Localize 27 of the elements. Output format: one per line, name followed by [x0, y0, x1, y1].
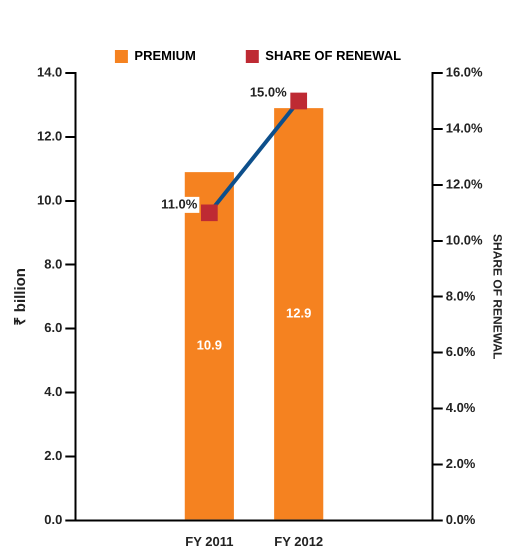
legend-label: PREMIUM [134, 48, 196, 64]
y-tick-label: 10.0 [36, 192, 62, 208]
y2-tick-label: 2.0% [446, 456, 476, 472]
legend-label: SHARE OF RENEWAL [265, 48, 402, 64]
y-tick-label: 6.0 [44, 320, 62, 336]
x-tick-label: FY 2012 [274, 534, 324, 549]
data-label: 15.0% [250, 84, 288, 100]
y-axis-title: ₹ billion [12, 268, 30, 326]
data-label: 10.9 [196, 337, 222, 352]
y2-tick-label: 6.0% [446, 344, 476, 360]
y2-tick-label: 4.0% [446, 400, 476, 416]
data-label: 12.9 [286, 305, 312, 320]
y-tick-label: 14.0 [36, 64, 62, 80]
y-tick-label: 8.0 [44, 256, 62, 272]
y2-axis-title: SHARE OF RENEWAL [490, 234, 504, 360]
y-tick-label: 12.0 [36, 128, 62, 144]
y2-tick-label: 12.0% [446, 176, 484, 192]
y2-tick-label: 16.0% [446, 64, 484, 80]
y-tick-label: 4.0 [44, 384, 62, 400]
y2-tick-label: 0.0% [446, 512, 476, 527]
y2-tick-label: 10.0% [446, 232, 484, 248]
y-tick-label: 2.0 [44, 448, 62, 464]
y2-tick-label: 14.0% [446, 120, 484, 136]
x-tick-label: FY 2011 [185, 534, 234, 549]
data-label: 11.0% [161, 196, 198, 212]
y-tick-label: 0.0 [44, 512, 62, 527]
y2-tick-label: 8.0% [446, 288, 476, 304]
